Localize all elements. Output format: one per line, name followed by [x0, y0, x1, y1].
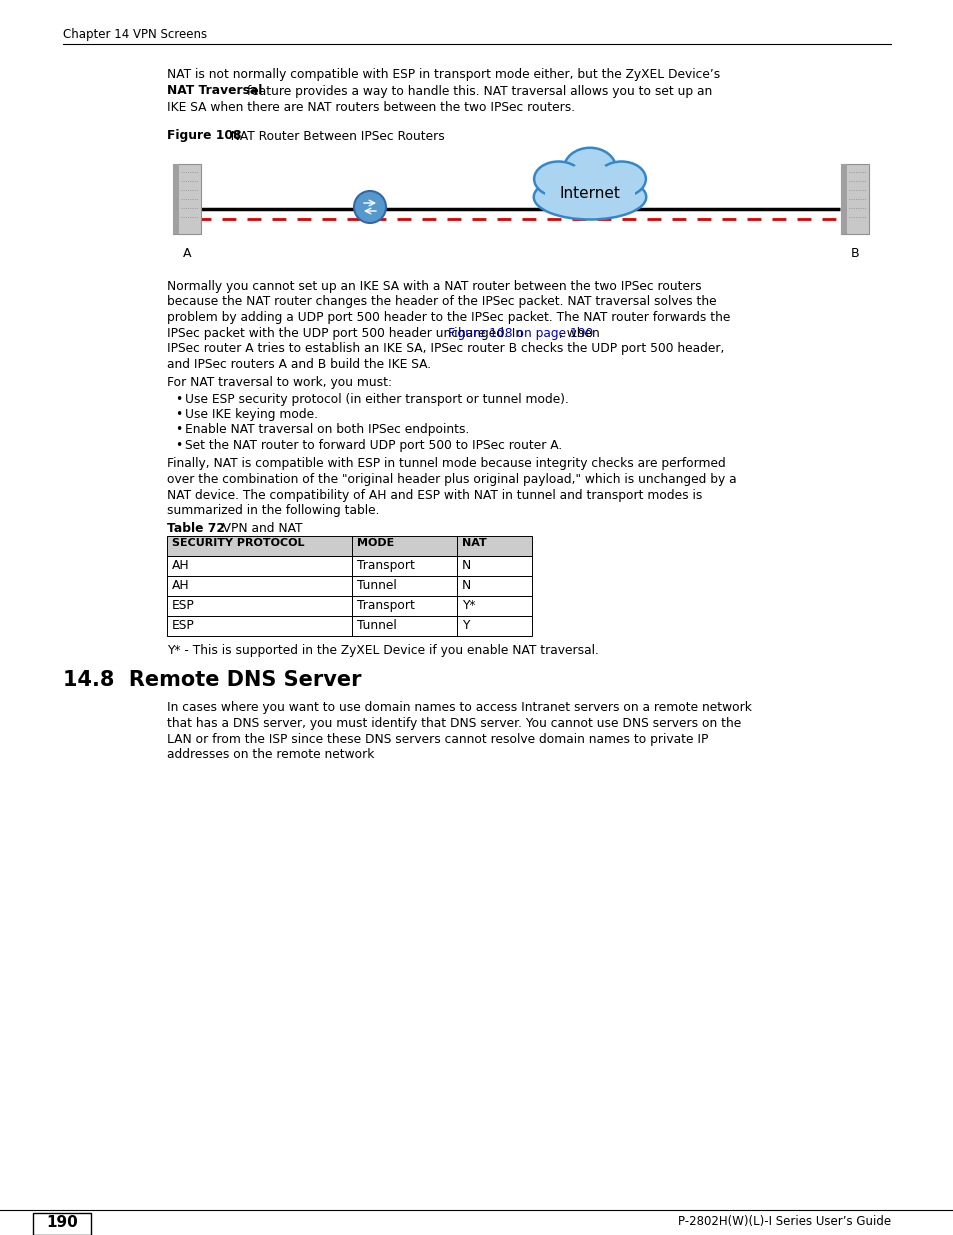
Text: SECURITY PROTOCOL: SECURITY PROTOCOL [172, 538, 304, 548]
Text: Finally, NAT is compatible with ESP in tunnel mode because integrity checks are : Finally, NAT is compatible with ESP in t… [167, 457, 725, 471]
Text: •: • [174, 438, 182, 452]
Text: and IPSec routers A and B build the IKE SA.: and IPSec routers A and B build the IKE … [167, 357, 431, 370]
Text: Y*: Y* [461, 599, 475, 613]
Text: N: N [461, 579, 471, 592]
Text: MODE: MODE [356, 538, 394, 548]
Ellipse shape [533, 174, 645, 220]
Bar [167, 616, 352, 636]
Text: For NAT traversal to work, you must:: For NAT traversal to work, you must: [167, 375, 392, 389]
Text: VPN and NAT: VPN and NAT [211, 521, 302, 535]
Text: summarized in the following table.: summarized in the following table. [167, 504, 379, 517]
Bar [841, 164, 846, 233]
Text: IPSec router A tries to establish an IKE SA, IPSec router B checks the UDP port : IPSec router A tries to establish an IKE… [167, 342, 723, 354]
Text: •: • [174, 408, 182, 421]
Text: Figure 108 on page 190: Figure 108 on page 190 [448, 326, 593, 340]
Text: Tunnel: Tunnel [356, 619, 396, 632]
Text: Transport: Transport [356, 559, 415, 572]
Text: Set the NAT router to forward UDP port 500 to IPSec router A.: Set the NAT router to forward UDP port 5… [185, 438, 561, 452]
Bar [172, 164, 179, 233]
Bar [167, 576, 352, 597]
Text: because the NAT router changes the header of the IPSec packet. NAT traversal sol: because the NAT router changes the heade… [167, 295, 716, 309]
Text: 190: 190 [46, 1215, 78, 1230]
Text: NAT: NAT [461, 538, 486, 548]
Text: addresses on the remote network: addresses on the remote network [167, 748, 374, 761]
Text: AH: AH [172, 579, 190, 592]
Bar [456, 536, 532, 556]
Bar [456, 616, 532, 636]
Text: B: B [850, 247, 859, 261]
Ellipse shape [600, 170, 639, 198]
Text: •: • [174, 424, 182, 436]
Text: AH: AH [172, 559, 190, 572]
Circle shape [354, 191, 386, 224]
Bar [167, 597, 352, 616]
Text: over the combination of the "original header plus original payload," which is un: over the combination of the "original he… [167, 473, 736, 487]
Text: , when: , when [558, 326, 598, 340]
Bar [167, 556, 352, 576]
Text: NAT device. The compatibility of AH and ESP with NAT in tunnel and transport mod: NAT device. The compatibility of AH and … [167, 489, 701, 501]
Bar [33, 1213, 91, 1235]
Text: Y: Y [461, 619, 469, 632]
Text: NAT Router Between IPSec Routers: NAT Router Between IPSec Routers [219, 130, 444, 142]
Text: LAN or from the ISP since these DNS servers cannot resolve domain names to priva: LAN or from the ISP since these DNS serv… [167, 732, 708, 746]
Bar [352, 556, 456, 576]
Text: Normally you cannot set up an IKE SA with a NAT router between the two IPSec rou: Normally you cannot set up an IKE SA wit… [167, 280, 700, 293]
Text: problem by adding a UDP port 500 header to the IPSec packet. The NAT router forw: problem by adding a UDP port 500 header … [167, 311, 730, 324]
Bar [352, 597, 456, 616]
Text: NAT is not normally compatible with ESP in transport mode either, but the ZyXEL : NAT is not normally compatible with ESP … [167, 68, 720, 82]
Bar [352, 616, 456, 636]
Text: Figure 108: Figure 108 [167, 130, 241, 142]
Text: that has a DNS server, you must identify that DNS server. You cannot use DNS ser: that has a DNS server, you must identify… [167, 718, 740, 730]
Bar [841, 164, 868, 233]
Text: Y* - This is supported in the ZyXEL Device if you enable NAT traversal.: Y* - This is supported in the ZyXEL Devi… [167, 643, 598, 657]
Text: P-2802H(W)(L)-I Series User’s Guide: P-2802H(W)(L)-I Series User’s Guide [678, 1215, 890, 1228]
Text: Use IKE keying mode.: Use IKE keying mode. [185, 408, 317, 421]
Text: Enable NAT traversal on both IPSec endpoints.: Enable NAT traversal on both IPSec endpo… [185, 424, 469, 436]
Text: ESP: ESP [172, 619, 194, 632]
Text: Chapter 14 VPN Screens: Chapter 14 VPN Screens [63, 28, 207, 41]
Text: 14.8  Remote DNS Server: 14.8 Remote DNS Server [63, 669, 361, 689]
Text: IPSec packet with the UDP port 500 header unchanged. In: IPSec packet with the UDP port 500 heade… [167, 326, 526, 340]
Ellipse shape [540, 170, 578, 198]
Text: Transport: Transport [356, 599, 415, 613]
Ellipse shape [563, 148, 616, 190]
Bar [167, 536, 352, 556]
Text: Table 72: Table 72 [167, 521, 225, 535]
Bar [456, 556, 532, 576]
Bar [456, 576, 532, 597]
Bar [157, 147, 879, 262]
Text: Internet: Internet [559, 186, 619, 201]
Bar [352, 536, 456, 556]
Bar [456, 597, 532, 616]
Text: A: A [183, 247, 191, 261]
Bar [172, 164, 201, 233]
Text: N: N [461, 559, 471, 572]
Ellipse shape [597, 162, 645, 196]
Text: NAT Traversal: NAT Traversal [167, 84, 262, 98]
Text: •: • [174, 393, 182, 405]
Text: feature provides a way to handle this. NAT traversal allows you to set up an: feature provides a way to handle this. N… [243, 84, 712, 98]
Ellipse shape [534, 162, 582, 196]
Text: ESP: ESP [172, 599, 194, 613]
Text: Use ESP security protocol (in either transport or tunnel mode).: Use ESP security protocol (in either tra… [185, 393, 568, 405]
Text: Tunnel: Tunnel [356, 579, 396, 592]
Ellipse shape [544, 175, 635, 212]
Bar [352, 576, 456, 597]
Text: IKE SA when there are NAT routers between the two IPSec routers.: IKE SA when there are NAT routers betwee… [167, 101, 575, 114]
Ellipse shape [569, 161, 610, 193]
Text: In cases where you want to use domain names to access Intranet servers on a remo: In cases where you want to use domain na… [167, 701, 751, 715]
